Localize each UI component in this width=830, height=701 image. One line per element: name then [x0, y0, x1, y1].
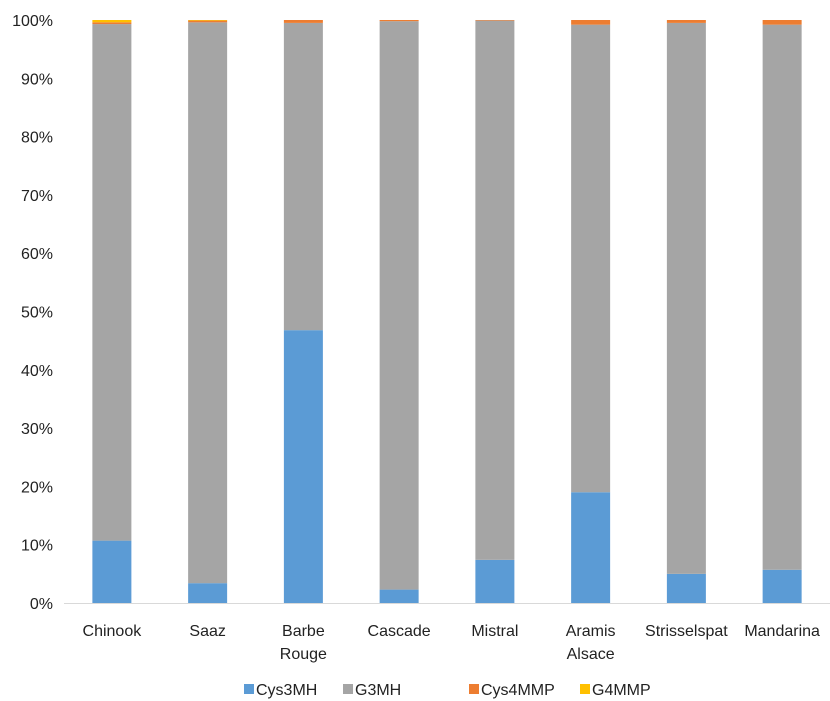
- x-tick-label: Mistral: [471, 623, 518, 640]
- legend-swatch: [244, 684, 254, 694]
- bar-segment-g3mh: [92, 24, 132, 541]
- bars: [92, 20, 802, 603]
- x-tick-label: Strisselspat: [645, 623, 728, 640]
- bar-segment-cys3mh: [92, 540, 132, 603]
- legend-label: G3MH: [355, 682, 401, 699]
- bar-segment-cys3mh: [571, 492, 611, 603]
- bar-segment-cys4mmp: [283, 20, 323, 23]
- y-tick-label: 50%: [21, 305, 53, 322]
- bar-stack: [571, 20, 611, 603]
- x-tick-label: Chinook: [83, 623, 143, 640]
- bar-stack: [188, 20, 228, 603]
- y-tick-label: 30%: [21, 421, 53, 438]
- bar-segment-g3mh: [571, 24, 611, 493]
- x-tick-label: Mandarina: [744, 623, 820, 640]
- bar-segment-cys4mmp: [475, 20, 515, 21]
- y-tick-label: 70%: [21, 188, 53, 205]
- bar-segment-g3mh: [379, 21, 419, 590]
- bar-segment-cys4mmp: [571, 20, 611, 25]
- y-tick-label: 40%: [21, 363, 53, 380]
- bar-segment-cys3mh: [475, 559, 515, 603]
- bar-segment-g3mh: [188, 22, 228, 584]
- bar-segment-g3mh: [762, 24, 802, 570]
- legend-label: G4MMP: [592, 682, 651, 699]
- bar-segment-cys4mmp: [762, 20, 802, 25]
- y-tick-label: 80%: [21, 130, 53, 147]
- bar-segment-cys3mh: [762, 569, 802, 603]
- y-tick-label: 10%: [21, 538, 53, 555]
- bar-segment-cys4mmp: [188, 20, 228, 23]
- y-tick-label: 60%: [21, 246, 53, 263]
- x-tick-label: Barbe Rouge: [280, 623, 327, 663]
- x-axis: Chinook Saaz Barbe Rouge Cascade Mistral Arami…: [83, 623, 821, 663]
- y-tick-label: 90%: [21, 71, 53, 88]
- bar-stack: [283, 20, 323, 603]
- legend-item-cys3mh: Cys3MH: [244, 682, 317, 699]
- bar-segment-cys3mh: [283, 330, 323, 603]
- bar-segment-g3mh: [283, 22, 323, 331]
- legend-swatch: [343, 684, 353, 694]
- bar-stack: [666, 20, 706, 603]
- bar-segment-cys3mh: [188, 583, 228, 603]
- legend-swatch: [580, 684, 590, 694]
- y-axis: 0% 10% 20% 30% 40% 50% 60% 70% 80% 90% 100%: [12, 13, 53, 613]
- legend: Cys3MH G3MH Cys4MMP G4MMP: [244, 682, 651, 699]
- legend-item-g4mmp: G4MMP: [580, 682, 651, 699]
- y-tick-label: 20%: [21, 479, 53, 496]
- bar-segment-cys4mmp: [92, 22, 132, 25]
- legend-swatch: [469, 684, 479, 694]
- bar-segment-g3mh: [475, 20, 515, 560]
- bar-stack: [379, 20, 419, 603]
- x-tick-label: Cascade: [368, 623, 431, 640]
- legend-item-g3mh: G3MH: [343, 682, 401, 699]
- x-tick-label: Saaz: [189, 623, 225, 640]
- bar-stack: [762, 20, 802, 603]
- bar-segment-cys3mh: [379, 589, 419, 603]
- bar-segment-cys4mmp: [379, 20, 419, 22]
- bar-segment-cys4mmp: [666, 20, 706, 23]
- bar-stack: [92, 20, 132, 603]
- x-tick-label: Aramis Alsace: [566, 623, 616, 663]
- legend-item-cys4mmp: Cys4MMP: [469, 682, 555, 699]
- legend-label: Cys3MH: [256, 682, 317, 699]
- y-tick-label: 100%: [12, 13, 53, 30]
- bar-segment-g4mmp: [188, 20, 228, 21]
- legend-label: Cys4MMP: [481, 682, 555, 699]
- y-tick-label: 0%: [30, 596, 53, 613]
- bar-stack: [475, 20, 515, 603]
- bar-segment-g3mh: [666, 22, 706, 574]
- bar-segment-cys3mh: [666, 573, 706, 603]
- bar-segment-g4mmp: [92, 20, 132, 23]
